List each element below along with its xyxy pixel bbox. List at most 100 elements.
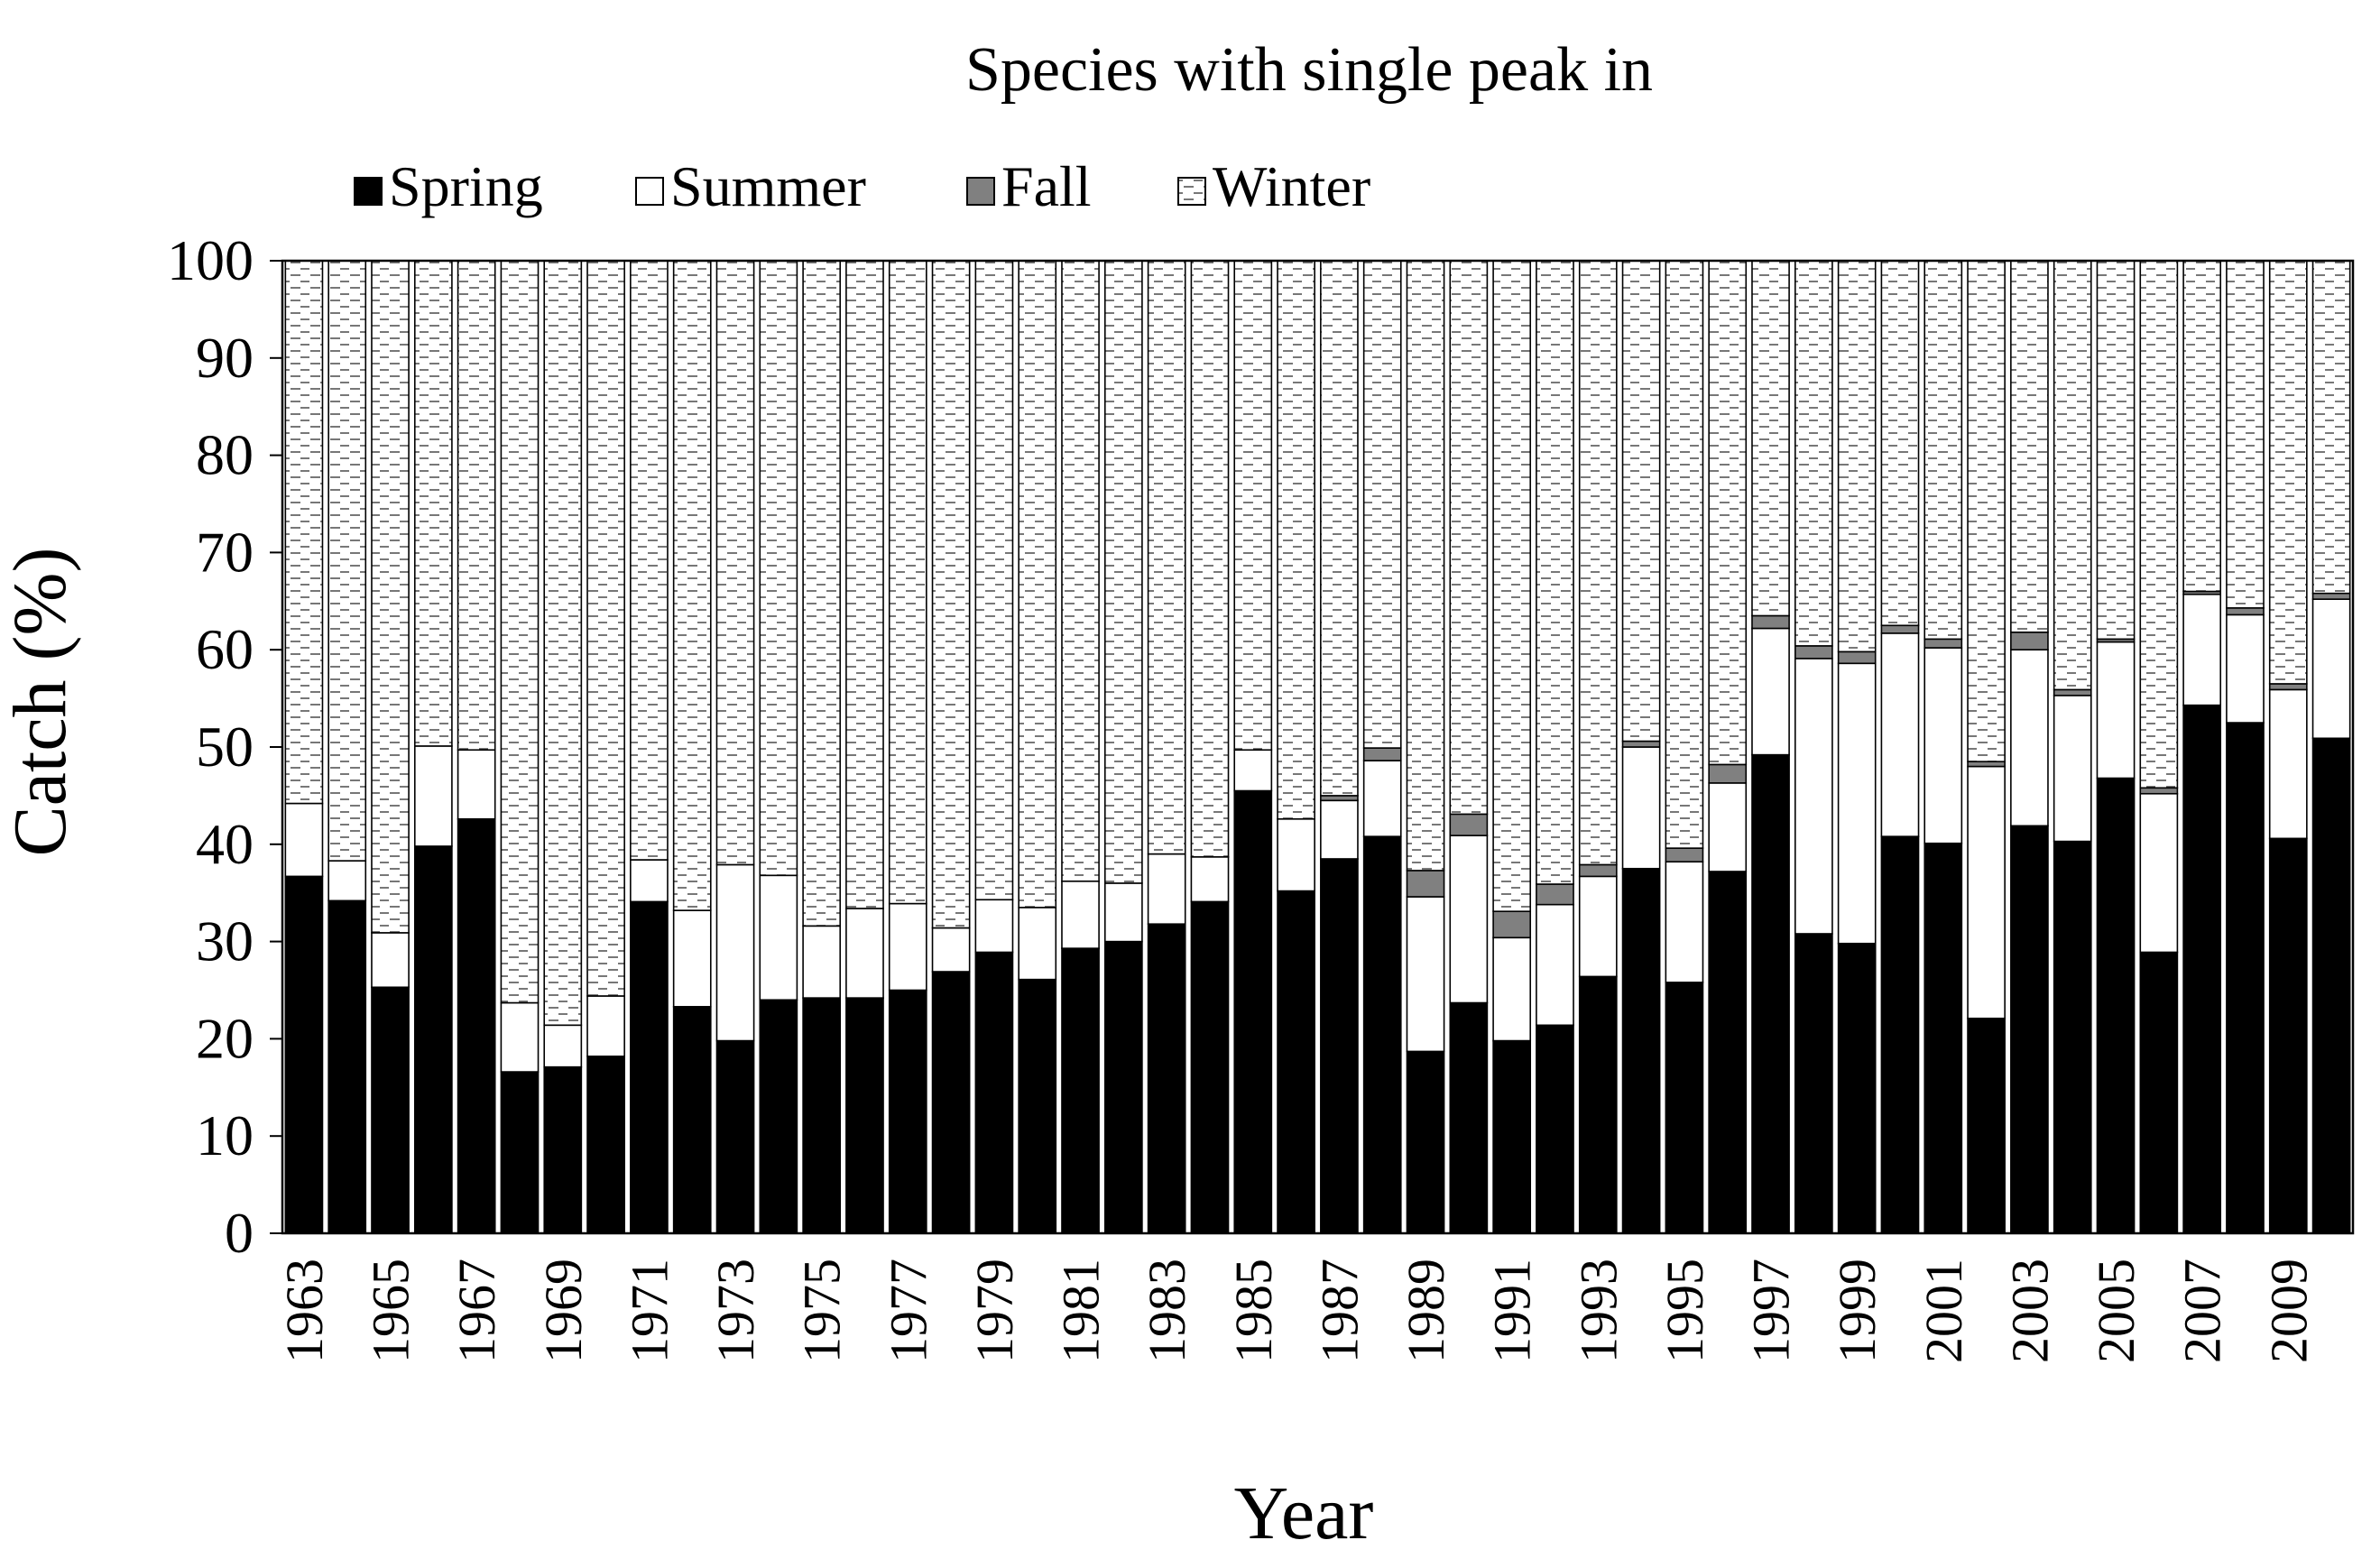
bar-spring-1981 [1061,947,1100,1234]
legend: Spring Summer Fall Winter [354,154,1370,218]
y-tick-label-40: 40 [196,812,254,876]
x-tick-label-1977: 1977 [879,1259,937,1363]
bar-winter-1995 [1665,260,1704,849]
x-tick-label-1967: 1967 [447,1259,506,1363]
bar-summer-1982 [1103,882,1143,943]
bar-summer-1981 [1061,880,1100,949]
bar-fall-1989 [1406,870,1445,898]
x-tick-label-1979: 1979 [965,1259,1024,1363]
y-axis: 0 10 20 30 40 50 60 70 80 90 100 [167,228,282,1265]
bar-spring-1972 [672,1006,712,1234]
bar-spring-1973 [715,1039,755,1234]
bar-summer-2001 [1924,647,1963,844]
x-tick-label-1969: 1969 [534,1259,593,1363]
bar-winter-1985 [1233,260,1273,752]
x-tick-label-1965: 1965 [362,1259,420,1363]
bar-fall-2000 [1880,624,1920,634]
bar-summer-1975 [802,925,842,999]
bar-summer-2006 [2139,792,2179,954]
bar-summer-1988 [1362,760,1402,837]
bar-spring-1975 [802,997,842,1234]
bar-winter-2006 [2139,260,2179,789]
bars-area [281,259,2355,1235]
bar-fall-2009 [2268,683,2308,691]
x-tick-label-1971: 1971 [620,1259,678,1363]
bar-winter-2003 [2010,260,2049,633]
bar-winter-1973 [715,260,755,866]
bar-winter-1980 [1018,260,1057,909]
x-tick-label-1981: 1981 [1052,1259,1111,1363]
legend-swatch-summer [635,177,664,206]
bar-winter-1977 [888,260,927,905]
y-tick-label-30: 30 [196,909,254,973]
bar-summer-1983 [1147,853,1186,925]
bar-spring-2009 [2268,837,2308,1234]
bar-winter-1986 [1277,260,1315,820]
bar-spring-1977 [888,989,927,1234]
bar-winter-2007 [2182,260,2222,593]
bar-winter-1993 [1578,260,1618,866]
legend-label-winter: Winter [1213,154,1370,218]
bar-summer-1991 [1492,936,1532,1042]
y-tick-label-10: 10 [196,1103,254,1167]
y-tick-label-70: 70 [196,520,254,584]
bar-fall-1988 [1362,747,1402,761]
bar-winter-1975 [802,260,842,927]
bar-winter-2002 [1967,260,2006,762]
bar-summer-1986 [1277,817,1315,892]
x-tick-label-1993: 1993 [1569,1259,1628,1363]
x-tick-label-1973: 1973 [706,1259,765,1363]
bar-spring-1971 [630,900,669,1234]
bar-spring-1995 [1665,982,1704,1234]
bar-spring-1999 [1837,942,1877,1234]
bar-summer-1992 [1536,903,1574,1027]
bar-summer-1969 [543,1024,583,1068]
bar-summer-1963 [284,802,324,878]
bar-summer-1980 [1018,907,1057,981]
bar-fall-2006 [2139,787,2179,795]
bar-winter-1991 [1492,260,1532,912]
bar-winter-1990 [1449,260,1489,816]
bar-fall-1990 [1449,813,1489,836]
bar-winter-1969 [543,260,583,1027]
bar-spring-2006 [2139,951,2179,1234]
bar-summer-2005 [2096,641,2136,779]
bar-winter-1981 [1061,260,1100,882]
bar-winter-1976 [845,260,884,909]
bar-summer-1974 [759,874,798,1001]
bar-spring-1968 [500,1071,540,1234]
bar-spring-1992 [1536,1024,1574,1234]
bar-winter-1967 [457,260,496,752]
bar-fall-1999 [1837,650,1877,665]
bar-spring-2010 [2311,737,2351,1234]
bar-winter-1979 [974,260,1014,901]
bar-winter-2005 [2096,260,2136,641]
bar-winter-1989 [1406,260,1445,872]
bar-summer-1993 [1578,875,1618,978]
bar-winter-1968 [500,260,540,1004]
bar-summer-1989 [1406,896,1445,1053]
bar-winter-1999 [1837,260,1877,653]
bar-summer-2010 [2311,598,2351,740]
bar-winter-1988 [1362,260,1402,749]
bar-spring-1990 [1449,1001,1489,1234]
bar-winter-1983 [1147,260,1186,855]
bar-fall-1991 [1492,910,1532,939]
x-axis-label: Year [1234,1471,1374,1555]
bar-winter-2009 [2268,260,2308,685]
plot-frame [281,259,2355,1235]
x-tick-label-1983: 1983 [1138,1259,1196,1363]
bar-spring-1988 [1362,835,1402,1234]
x-tick-label-1991: 1991 [1483,1259,1542,1363]
bar-winter-1987 [1320,260,1359,797]
x-tick-label-2005: 2005 [2087,1259,2145,1363]
x-tick-label-2007: 2007 [2173,1259,2232,1363]
bar-summer-1968 [500,1001,540,1073]
bar-winter-1996 [1708,260,1748,766]
legend-label-summer: Summer [670,154,866,218]
x-tick-label-1975: 1975 [793,1259,852,1363]
y-tick-label-100: 100 [167,228,254,292]
x-tick-label-1995: 1995 [1656,1259,1714,1363]
bar-spring-2001 [1924,842,1963,1234]
